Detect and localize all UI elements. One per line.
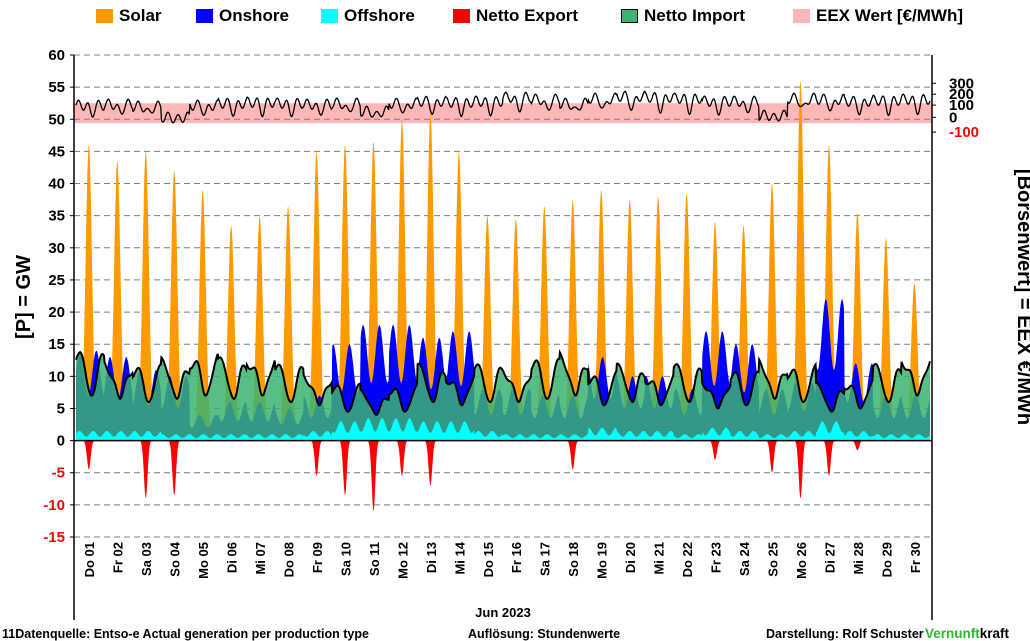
x-tick-label: Mo 19: [595, 542, 610, 579]
x-tick-label: Di 27: [822, 542, 837, 573]
netto-import-area: [76, 352, 930, 441]
x-tick-label: Do 01: [82, 542, 97, 577]
footer-author: Darstellung: Rolf Schuster: [766, 627, 924, 641]
x-tick-label: Mi 28: [851, 542, 866, 575]
x-tick-label: Fr 16: [509, 542, 524, 573]
y-tick-label: 0: [57, 433, 65, 450]
y-tick-label: 35: [48, 208, 65, 225]
y2-tick-label: 100: [949, 97, 974, 114]
x-tick-label: Di 06: [225, 542, 240, 573]
y-tick-label: 30: [48, 240, 65, 257]
x-tick-label: Do 22: [680, 542, 695, 577]
y-tick-label: 60: [48, 47, 65, 64]
y2-tick-label: -100: [949, 124, 979, 141]
eex-line: [75, 90, 931, 124]
legend-label-netto-export: Netto Export: [476, 6, 578, 25]
x-tick-label: Do 15: [481, 542, 496, 577]
y-tick-label: -15: [43, 529, 65, 546]
y-tick-label: -10: [43, 497, 65, 514]
footer-brand-part1: Vernunft: [925, 626, 980, 641]
x-axis-title: Jun 2023: [475, 605, 531, 620]
x-tick-label: Mo 12: [395, 542, 410, 579]
legend-item-solar[interactable]: Solar: [96, 6, 162, 26]
y-tick-label: 40: [48, 176, 65, 193]
y-tick-label: 20: [48, 304, 65, 321]
y2-axis-title: [Börsenwert] = EEX €/MWh: [1013, 169, 1030, 425]
y-tick-label: 55: [48, 79, 65, 96]
y-tick-label: -5: [52, 465, 65, 482]
x-tick-label: Sa 17: [538, 542, 553, 576]
x-tick-label: Sa 10: [338, 542, 353, 576]
legend-label-netto-import: Netto Import: [644, 6, 746, 25]
x-tick-label: Do 29: [879, 542, 894, 577]
x-tick-label: So 11: [367, 542, 382, 576]
y-tick-label: 5: [57, 400, 65, 417]
x-tick-label: Di 13: [424, 542, 439, 573]
y-tick-label: 15: [48, 336, 65, 353]
legend-item-netto-export[interactable]: Netto Export: [453, 6, 578, 26]
legend-swatch-offshore: [321, 9, 338, 23]
y-tick-label: 25: [48, 272, 65, 289]
offshore-area: [76, 418, 930, 441]
x-tick-label: Mo 05: [196, 542, 211, 579]
netto-import-line: [75, 349, 931, 416]
x-tick-label: Fr 02: [111, 542, 126, 573]
x-tick-label: Fr 30: [908, 542, 923, 573]
footer-brand: Vernunftkraft: [925, 626, 1009, 641]
footer-source: 11Datenquelle: Entso-e Actual generation…: [2, 627, 369, 641]
y2-tick-label: 0: [949, 109, 957, 126]
legend-swatch-solar: [96, 9, 113, 23]
y-tick-label: 10: [48, 368, 65, 385]
legend: Solar Onshore Offshore Netto Export Nett…: [0, 6, 1030, 30]
x-tick-label: So 25: [765, 542, 780, 577]
y-axis-title: [P] = GW: [13, 255, 35, 339]
footer-resolution: Auflösung: Stundenwerte: [468, 627, 621, 641]
solar-area: [76, 82, 930, 441]
y2-tick-label: 200: [949, 86, 974, 103]
x-tick-label: So 18: [566, 542, 581, 577]
legend-label-eex: EEX Wert [€/MWh]: [816, 6, 964, 25]
legend-label-offshore: Offshore: [344, 6, 415, 25]
legend-item-onshore[interactable]: Onshore: [196, 6, 289, 26]
legend-item-eex[interactable]: EEX Wert [€/MWh]: [793, 6, 963, 26]
legend-item-offshore[interactable]: Offshore: [321, 6, 415, 26]
y2-tick-label: 300: [949, 75, 974, 92]
y-tick-label: 45: [48, 143, 65, 160]
legend-item-netto-import[interactable]: Netto Import: [621, 6, 745, 26]
x-tick-label: Mi 21: [652, 542, 667, 575]
plot-area: [74, 55, 932, 537]
legend-swatch-eex: [793, 9, 810, 23]
x-tick-label: Fr 23: [709, 542, 724, 573]
x-tick-label: Mi 14: [452, 541, 467, 574]
footer-brand-part2: kraft: [979, 626, 1010, 641]
legend-label-onshore: Onshore: [219, 6, 289, 25]
x-tick-label: So 04: [168, 541, 183, 576]
legend-swatch-onshore: [196, 9, 213, 23]
y-tick-label: 50: [48, 111, 65, 128]
x-tick-label: Sa 24: [737, 541, 752, 576]
x-tick-label: Fr 09: [310, 542, 325, 573]
x-tick-label: Mo 26: [794, 542, 809, 579]
x-tick-label: Di 20: [623, 542, 638, 573]
legend-swatch-netto-export: [453, 9, 470, 23]
legend-label-solar: Solar: [119, 6, 162, 25]
x-tick-label: Mi 07: [253, 542, 268, 575]
x-tick-label: Do 08: [282, 542, 297, 577]
x-tick-label: Sa 03: [139, 542, 154, 576]
legend-swatch-netto-import: [621, 9, 638, 23]
